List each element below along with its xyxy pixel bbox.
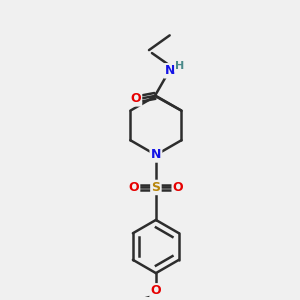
Text: O: O	[130, 92, 141, 105]
Text: O: O	[128, 181, 139, 194]
Text: N: N	[151, 148, 161, 161]
Text: S: S	[152, 181, 160, 194]
Text: O: O	[173, 181, 183, 194]
Text: H: H	[176, 61, 184, 71]
Text: O: O	[151, 284, 161, 297]
Text: N: N	[164, 64, 175, 77]
